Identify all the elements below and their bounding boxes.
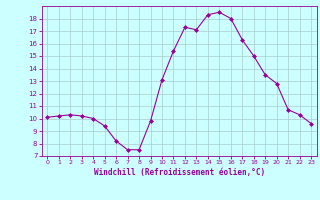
X-axis label: Windchill (Refroidissement éolien,°C): Windchill (Refroidissement éolien,°C) [94,168,265,177]
